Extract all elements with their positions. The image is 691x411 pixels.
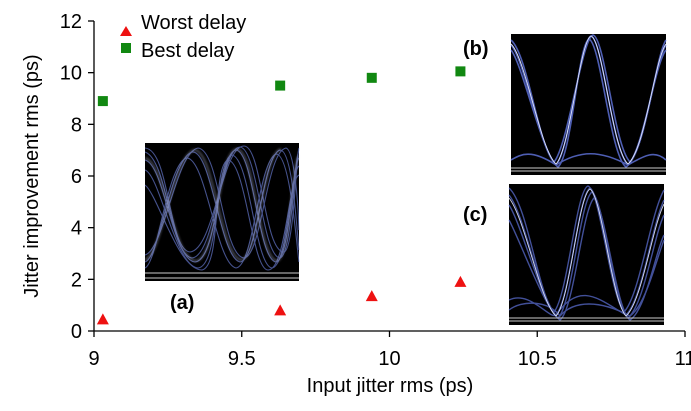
x-tick-label: 10 xyxy=(378,348,400,370)
y-ticks: 0 2 4 6 8 10 12 xyxy=(60,11,94,343)
y-axis-title: Jitter improvement rms (ps) xyxy=(21,54,43,297)
best-delay-point xyxy=(97,96,108,107)
y-tick-label: 0 xyxy=(71,321,82,343)
inset-label-a: (a) xyxy=(170,292,194,314)
x-axis-title: Input jitter rms (ps) xyxy=(307,375,474,397)
legend: Worst delay Best delay xyxy=(120,12,246,62)
y-tick-label: 2 xyxy=(71,269,82,291)
worst-delay-point xyxy=(96,313,109,325)
x-tick-label: 10.5 xyxy=(518,348,557,370)
eye-diagram-insets xyxy=(144,34,667,325)
worst-delay-point xyxy=(454,275,467,287)
x-ticks: 9 9.5 10 10.5 11 xyxy=(88,331,691,370)
eye-diagram-b xyxy=(510,34,667,175)
eye-diagram-a xyxy=(144,143,300,281)
data-points xyxy=(96,66,467,325)
y-tick-label: 4 xyxy=(71,218,82,240)
y-tick-label: 10 xyxy=(60,63,82,85)
legend-marker-best-delay xyxy=(121,43,131,53)
axes: 0 2 4 6 8 10 12 9 9.5 10 10.5 11 xyxy=(60,11,691,370)
worst-delay-point xyxy=(365,290,378,302)
x-tick-label: 9 xyxy=(88,348,99,370)
best-delay-point xyxy=(455,66,466,77)
y-tick-label: 8 xyxy=(71,114,82,136)
worst-delay-point xyxy=(274,304,287,316)
inset-label-c: (c) xyxy=(463,204,487,226)
best-delay-point xyxy=(366,72,377,83)
best-delay-point xyxy=(275,80,286,91)
legend-label-best-delay: Best delay xyxy=(141,40,234,62)
inset-label-b: (b) xyxy=(463,38,489,60)
x-tick-label: 11 xyxy=(675,348,691,370)
x-tick-label: 9.5 xyxy=(228,348,256,370)
inset-labels: (a) (b) (c) xyxy=(170,38,489,314)
legend-label-worst-delay: Worst delay xyxy=(141,12,246,34)
y-tick-label: 12 xyxy=(60,11,82,33)
eye-diagram-c xyxy=(508,184,665,325)
legend-marker-worst-delay xyxy=(120,26,132,36)
y-tick-label: 6 xyxy=(71,166,82,188)
